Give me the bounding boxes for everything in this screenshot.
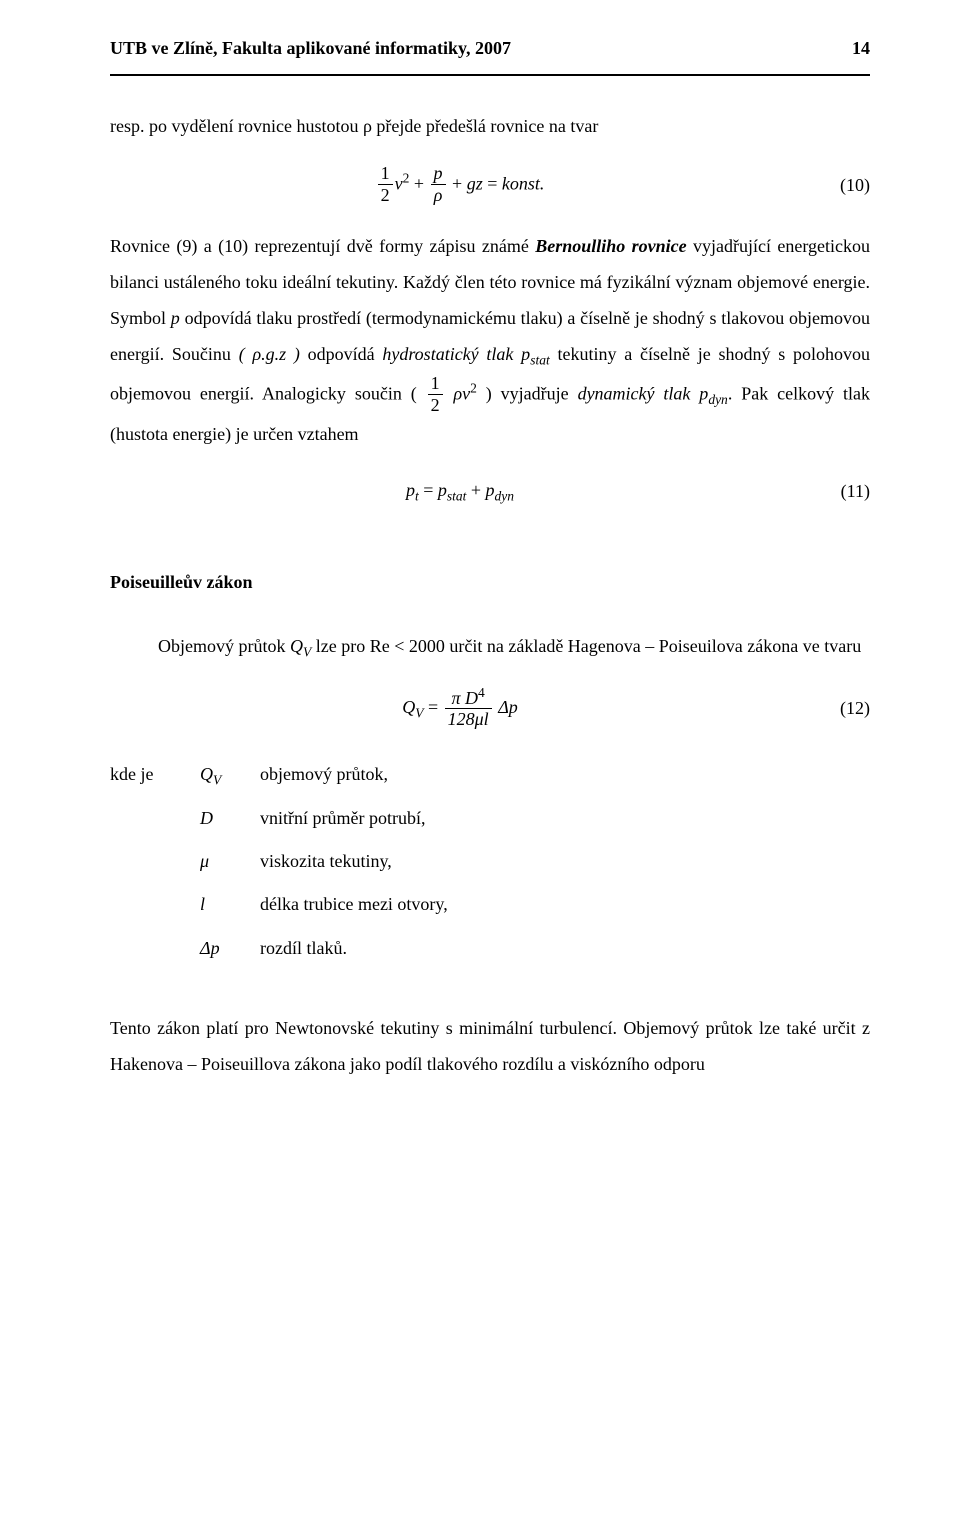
sub: stat bbox=[530, 353, 550, 368]
header-rule bbox=[110, 74, 870, 76]
sym: Q bbox=[200, 764, 213, 784]
op: + bbox=[466, 480, 485, 500]
equation-11-number: (11) bbox=[810, 473, 870, 509]
equation-10: 1 2 v2 + p ρ + gz = konst. (10) bbox=[110, 164, 870, 206]
def-desc-l: délka trubice mezi otvory, bbox=[260, 883, 870, 926]
op: = bbox=[419, 480, 438, 500]
spacer bbox=[110, 840, 200, 883]
konst: konst. bbox=[502, 173, 545, 193]
section-title-poiseuille: Poiseuilleův zákon bbox=[110, 564, 870, 600]
frac-half: 12 bbox=[428, 374, 443, 416]
var-v: v bbox=[395, 173, 403, 193]
spacer bbox=[110, 797, 200, 840]
definition-list: kde je QV objemový průtok, D vnitřní prů… bbox=[110, 753, 870, 970]
num: π D4 bbox=[445, 686, 492, 710]
def-sym-l: l bbox=[200, 883, 260, 926]
var: p bbox=[438, 480, 447, 500]
paragraph-poiseuille-intro: Objemový průtok QV lze pro Re < 2000 urč… bbox=[110, 628, 870, 666]
text: ) vyjadřuje bbox=[477, 383, 578, 403]
def-desc-dp: rozdíl tlaků. bbox=[260, 927, 870, 970]
sub: V bbox=[213, 773, 221, 788]
op: = bbox=[423, 696, 442, 716]
var-dp: Δp bbox=[494, 696, 518, 716]
term-bernoulli: Bernoulliho rovnice bbox=[535, 236, 686, 256]
equation-10-body: 1 2 v2 + p ρ + gz = konst. bbox=[110, 164, 810, 206]
den: 128μl bbox=[445, 709, 492, 731]
sup: 4 bbox=[478, 685, 485, 700]
equation-11-body: pt = pstat + pdyn bbox=[110, 472, 810, 510]
term-rhogz: ( ρ.g.z ) bbox=[239, 344, 300, 364]
def-sym-Qv: QV bbox=[200, 753, 260, 797]
sub: V bbox=[303, 645, 311, 660]
sub: dyn bbox=[708, 392, 728, 407]
var-gz: gz bbox=[467, 173, 483, 193]
frac-piD4: π D4 128μl bbox=[445, 686, 492, 731]
frac-p-rho: p ρ bbox=[431, 164, 446, 206]
op: + bbox=[448, 173, 467, 193]
equation-12: QV = π D4 128μl Δp (12) bbox=[110, 686, 870, 731]
den: ρ bbox=[431, 185, 446, 207]
def-desc-mu: viskozita tekutiny, bbox=[260, 840, 870, 883]
op: + bbox=[409, 173, 428, 193]
spacer bbox=[110, 927, 200, 970]
equation-10-number: (10) bbox=[810, 167, 870, 203]
den: 2 bbox=[428, 395, 443, 417]
frac-1-2: 1 2 bbox=[378, 164, 393, 206]
def-sym-mu: μ bbox=[200, 840, 260, 883]
sub: stat bbox=[447, 489, 467, 504]
op: = bbox=[483, 173, 502, 193]
var-rhov: ρv bbox=[445, 383, 471, 403]
term-pdyn: dynamický tlak p bbox=[578, 383, 709, 403]
var: p bbox=[486, 480, 495, 500]
var-Q: Q bbox=[402, 696, 415, 716]
den: 2 bbox=[378, 185, 393, 207]
var-Q: Q bbox=[290, 636, 303, 656]
text: Objemový průtok bbox=[158, 636, 290, 656]
page-header: UTB ve Zlíně, Fakulta aplikované informa… bbox=[110, 30, 870, 66]
paragraph-intro: resp. po vydělení rovnice hustotou ρ pře… bbox=[110, 108, 870, 144]
sup: 2 bbox=[470, 380, 477, 395]
header-page-number: 14 bbox=[852, 30, 870, 66]
def-desc-Qv: objemový průtok, bbox=[260, 753, 870, 797]
num: p bbox=[431, 164, 446, 185]
var-p: p bbox=[171, 308, 180, 328]
header-left: UTB ve Zlíně, Fakulta aplikované informa… bbox=[110, 30, 511, 66]
def-sym-D: D bbox=[200, 797, 260, 840]
sub: dyn bbox=[495, 489, 515, 504]
paragraph-final: Tento zákon platí pro Newtonovské tekuti… bbox=[110, 1010, 870, 1082]
equation-12-body: QV = π D4 128μl Δp bbox=[110, 686, 810, 731]
text: π D bbox=[452, 688, 479, 708]
text: lze pro Re < 2000 určit na základě Hagen… bbox=[311, 636, 861, 656]
var: p bbox=[406, 480, 415, 500]
num: 1 bbox=[378, 164, 393, 185]
equation-12-number: (12) bbox=[810, 690, 870, 726]
text: Rovnice (9) a (10) reprezentují dvě form… bbox=[110, 236, 535, 256]
paragraph-bernoulli: Rovnice (9) a (10) reprezentují dvě form… bbox=[110, 228, 870, 452]
num: 1 bbox=[428, 374, 443, 395]
def-desc-D: vnitřní průměr potrubí, bbox=[260, 797, 870, 840]
def-label: kde je bbox=[110, 753, 200, 797]
term-pstat: hydrostatický tlak p bbox=[382, 344, 530, 364]
def-sym-dp: Δp bbox=[200, 927, 260, 970]
spacer bbox=[110, 883, 200, 926]
equation-11: pt = pstat + pdyn (11) bbox=[110, 472, 870, 510]
text: resp. po vydělení rovnice hustotou ρ pře… bbox=[110, 116, 598, 136]
text: odpovídá bbox=[300, 344, 383, 364]
